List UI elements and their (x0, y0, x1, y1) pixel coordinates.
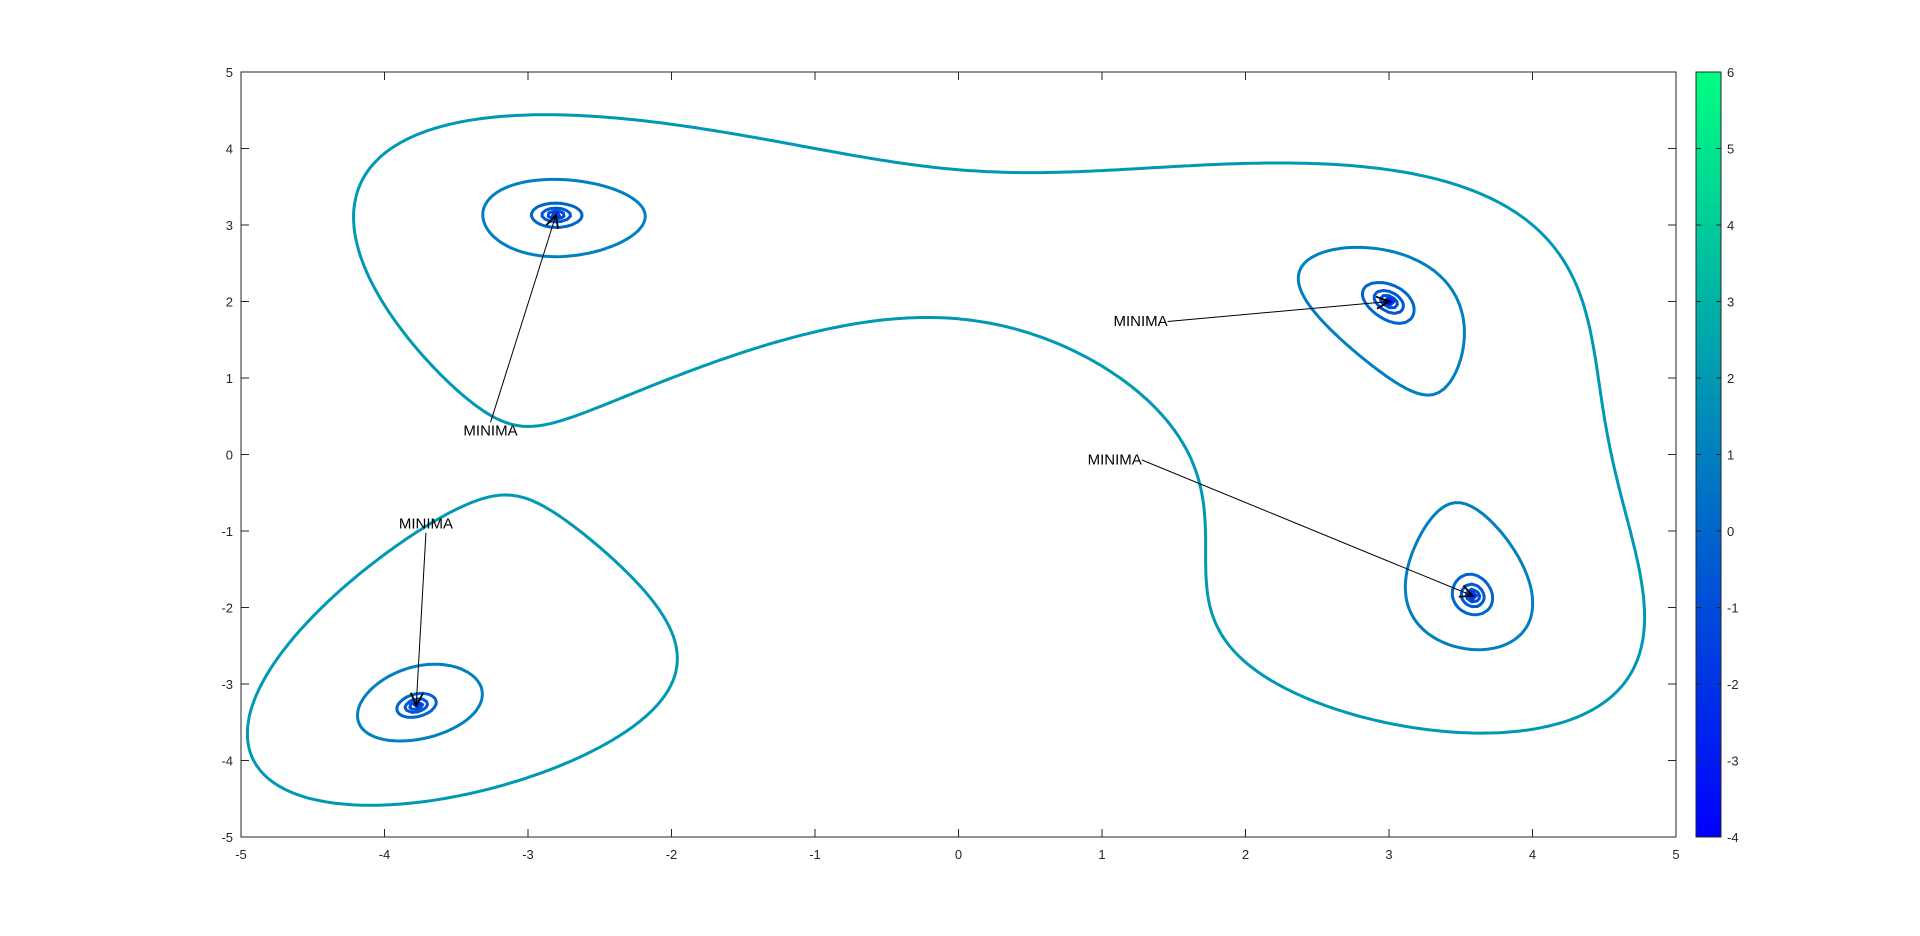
plot-area: MINIMA MINIMA MINIMA MINIMA -5 -4 -3 -2 -1 0 1 2 3 4… (221, 65, 1679, 862)
y-tick-label: 4 (226, 142, 233, 157)
colorbar-tick-label: 5 (1727, 142, 1734, 157)
contour-line (403, 206, 1486, 714)
x-tick-label: 0 (955, 847, 962, 862)
x-tick-label: 2 (1242, 847, 1249, 862)
y-tick-label: 1 (226, 371, 233, 386)
contour-line (395, 201, 1495, 719)
annotation-arrowhead (545, 213, 559, 229)
y-tick-label: 2 (226, 295, 233, 310)
contour-line (408, 209, 1482, 711)
y-tick-label: -1 (221, 524, 233, 539)
x-tick-label: 3 (1385, 847, 1392, 862)
contour-line (245, 113, 1647, 807)
x-tick-label: 5 (1672, 847, 1679, 862)
y-tick-label: 3 (226, 218, 233, 233)
colorbar-tick-label: 4 (1727, 218, 1734, 233)
y-tick-label: -5 (221, 830, 233, 845)
colorbar-tick-label: 3 (1727, 295, 1734, 310)
x-tick-label: -2 (666, 847, 678, 862)
y-tick-label: -3 (221, 677, 233, 692)
x-tick-label: -3 (522, 847, 534, 862)
y-tick-label: -2 (221, 601, 233, 616)
colorbar-tick-label: 2 (1727, 371, 1734, 386)
colorbar-tick-label: 1 (1727, 448, 1734, 463)
colorbar-tick-label: 6 (1727, 65, 1734, 80)
x-tick-label: -1 (809, 847, 821, 862)
x-axis: -5 -4 -3 -2 -1 0 1 2 3 4 5 (235, 72, 1680, 862)
annotations: MINIMA MINIMA MINIMA MINIMA (399, 213, 1475, 708)
annotation-label: MINIMA (1088, 451, 1142, 468)
annotation-label: MINIMA (1113, 313, 1167, 330)
colorbar-tick-label: 0 (1727, 524, 1734, 539)
colorbar-tick-label: -1 (1727, 601, 1739, 616)
y-tick-label: 5 (226, 65, 233, 80)
y-tick-label: -4 (221, 754, 233, 769)
colorbar-ticks: 6 5 4 3 2 1 0 -1 -2 -3 -4 (1696, 65, 1739, 845)
annotation-arrow-line (490, 214, 557, 423)
annotation-arrowhead (410, 692, 424, 708)
annotation-arrowhead (1375, 295, 1392, 310)
annotation-arrow-line (1167, 301, 1390, 322)
annotation-arrowhead (1458, 584, 1475, 598)
colorbar-tick-label: -4 (1727, 830, 1739, 845)
x-tick-label: 4 (1529, 847, 1536, 862)
y-tick-label: 0 (226, 448, 233, 463)
colorbar: 6 5 4 3 2 1 0 -1 -2 -3 -4 (1695, 65, 1739, 845)
x-tick-label: -5 (235, 847, 247, 862)
x-tick-label: -4 (379, 847, 391, 862)
annotation-arrow-line (415, 532, 427, 706)
annotation-label: MINIMA (463, 422, 517, 439)
x-tick-label: 1 (1098, 847, 1105, 862)
annotation-arrow-line (1141, 459, 1473, 597)
y-axis: -5 -4 -3 -2 -1 0 1 2 3 4 5 (221, 65, 1676, 845)
colorbar-tick-label: -2 (1727, 677, 1739, 692)
colorbar-tick-label: -3 (1727, 754, 1739, 769)
contour-line (356, 177, 1535, 743)
plot-background (241, 72, 1676, 837)
annotation-label: MINIMA (399, 516, 453, 533)
